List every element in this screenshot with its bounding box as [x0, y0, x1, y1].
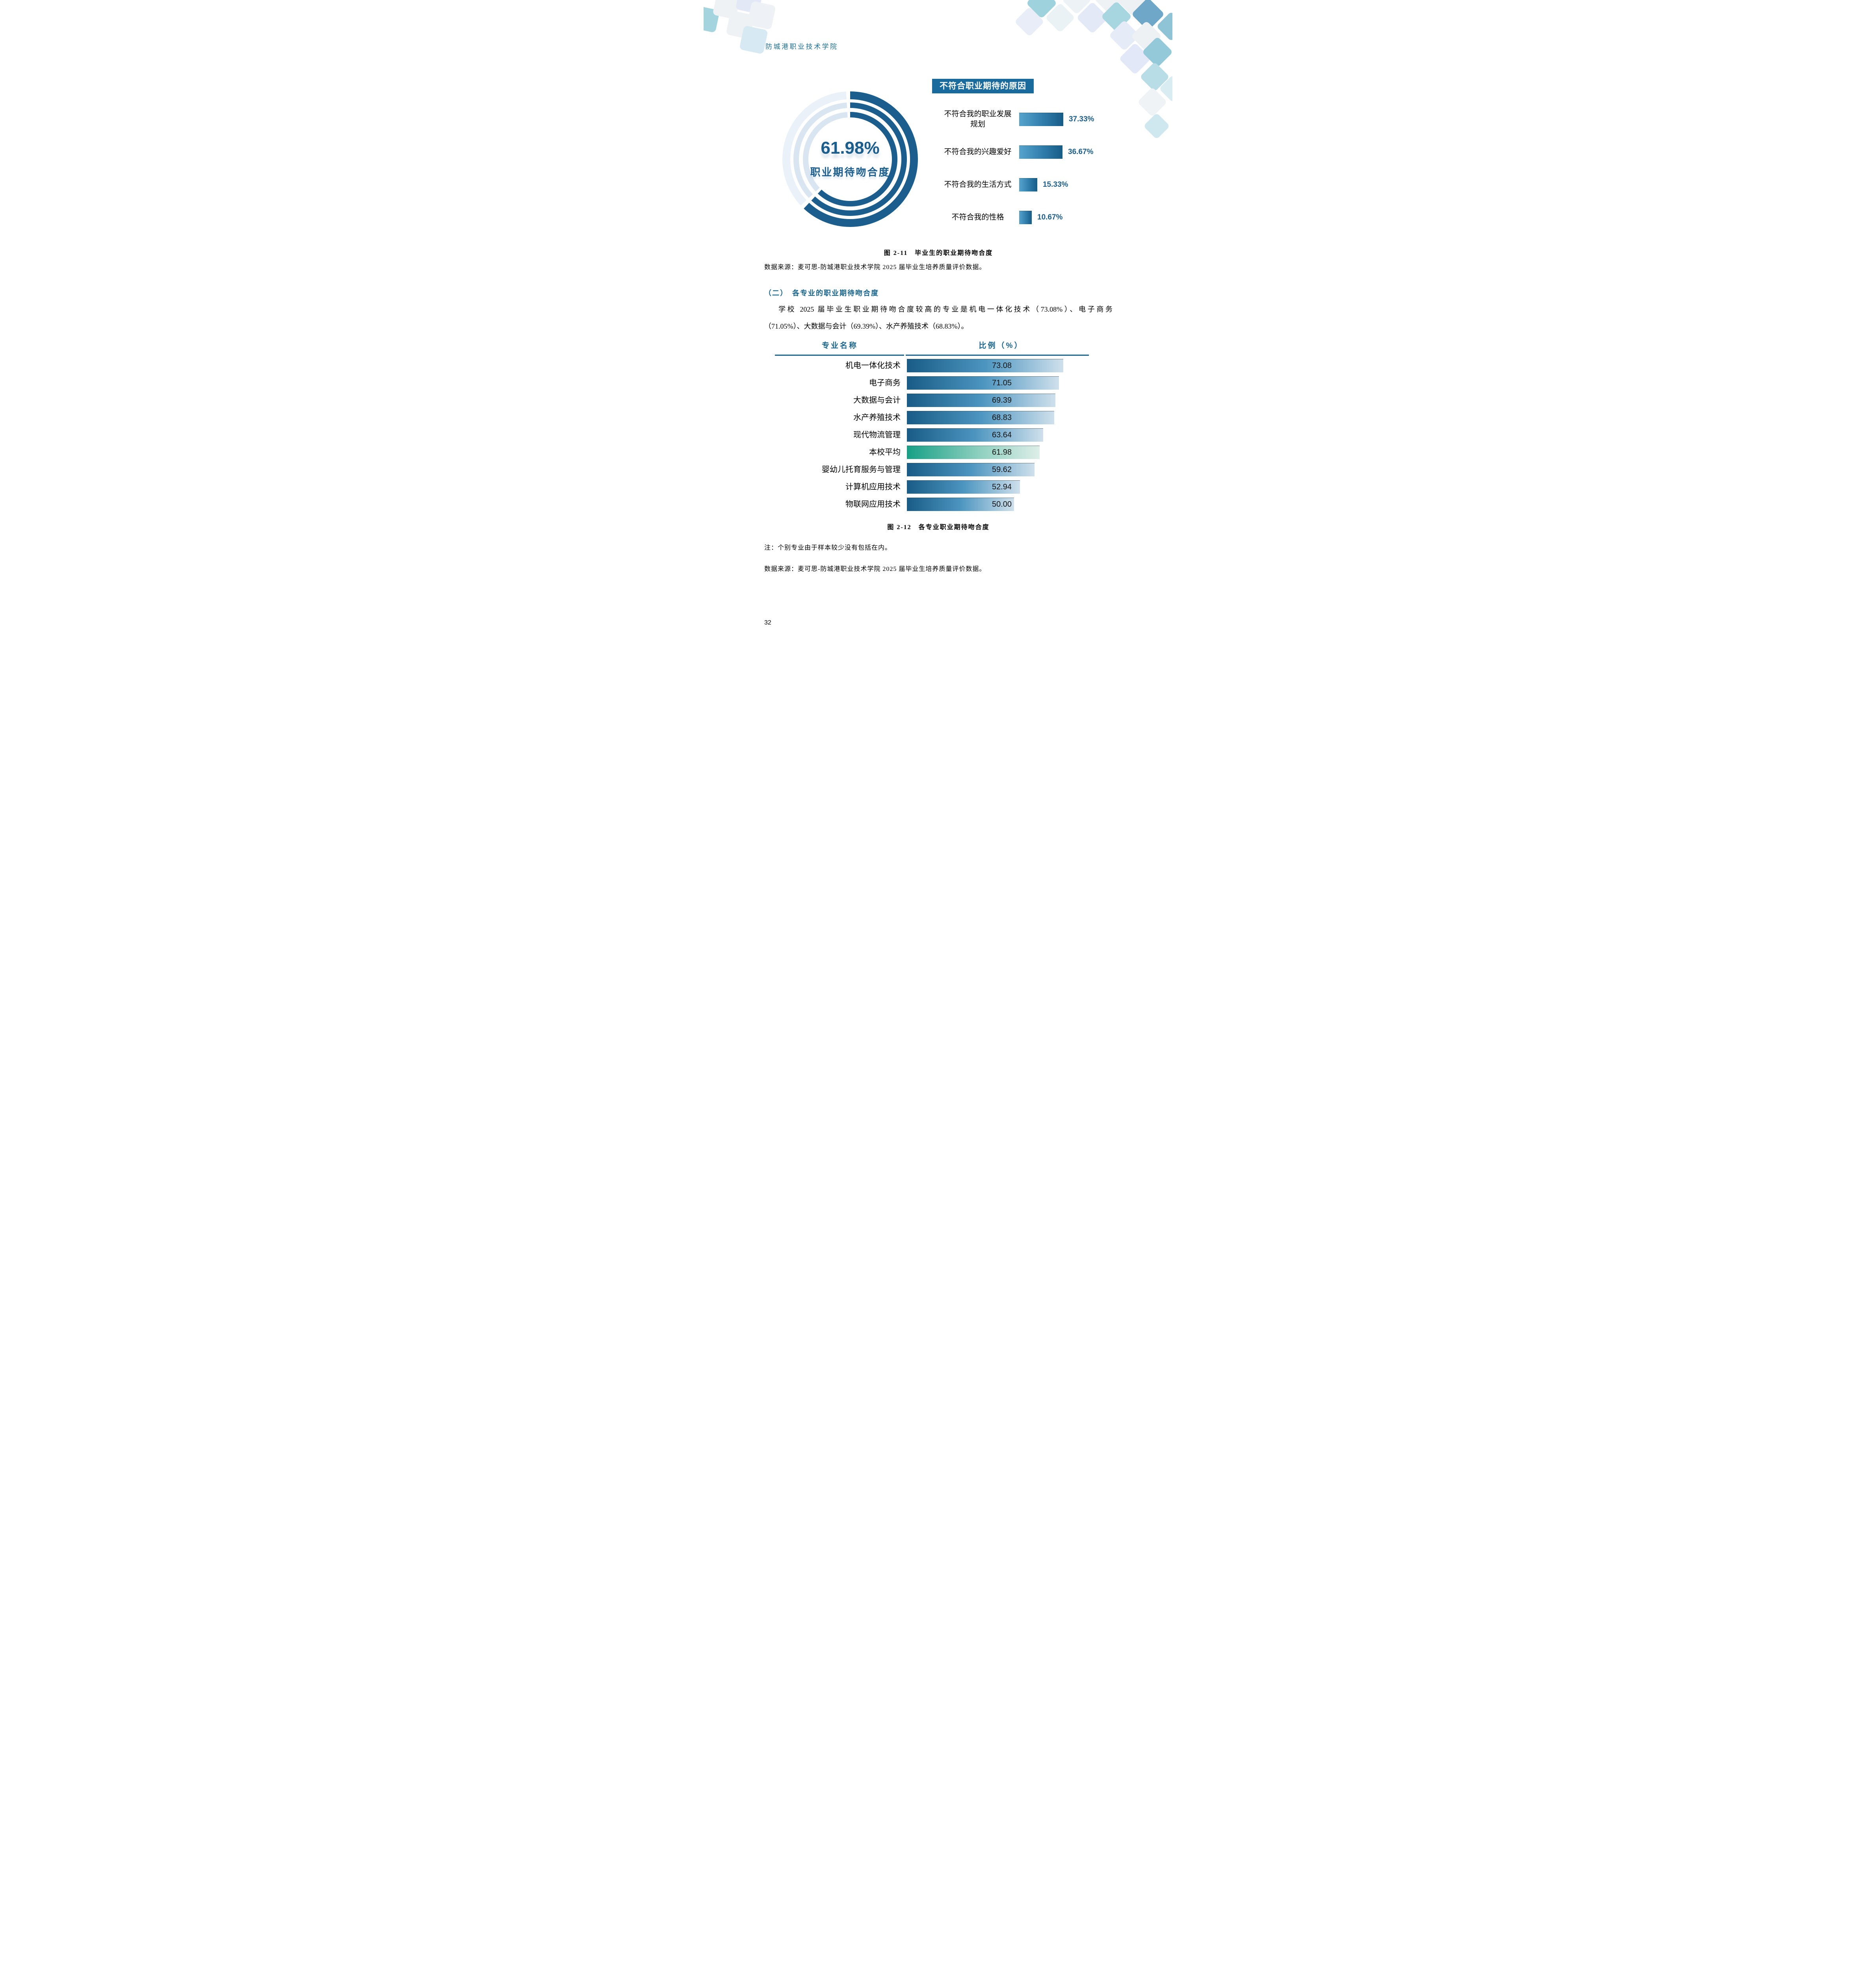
chart1-bar [1019, 145, 1062, 159]
chart1-bar [1019, 113, 1063, 126]
decor-tile [739, 25, 768, 54]
body-paragraph-line: 学校 2025 届毕业生职业期待吻合度较高的专业是机电一体化技术（73.08%）… [778, 305, 1113, 313]
chart2-row: 婴幼儿托育服务与管理 59.62 [764, 461, 1119, 478]
chart2-column-header-ratio: 比例（%） [979, 342, 1023, 350]
chart1-bar-label: 不符合我的兴趣爱好 [944, 148, 1012, 156]
chart1-row: 不符合我的兴趣爱好 36.67% [943, 139, 1168, 165]
chart1-row: 不符合我的生活方式 15.33% [943, 172, 1168, 197]
chart2-row: 水产养殖技术 68.83 [764, 409, 1119, 426]
chart2-bar [907, 376, 1059, 390]
chart2-row-label: 现代物流管理 [853, 431, 901, 439]
chart1-bar-value: 36.67% [1068, 148, 1094, 156]
figure-2-12-source: 数据来源：麦可思-防城港职业技术学院 2025 届毕业生培养质量评价数据。 [764, 566, 986, 572]
chart2-row-value: 61.98 [992, 448, 1012, 457]
document-page: 防城港职业技术学院 61.98% 职业期待吻合度 不符合职业期待的原因 不符合我… [704, 0, 1172, 663]
chart2-bar [907, 480, 1020, 494]
page-header-school-name: 防城港职业技术学院 [765, 43, 838, 50]
chart2-bar [907, 394, 1055, 407]
chart1-bar-value: 10.67% [1037, 213, 1063, 221]
chart1-bar [1019, 211, 1032, 224]
chart2-row: 电子商务 71.05 [764, 374, 1119, 392]
chart2-bar [907, 359, 1063, 372]
chart2-row-label: 婴幼儿托育服务与管理 [822, 465, 901, 474]
chart1-bar-label: 不符合我的生活方式 [944, 180, 1012, 189]
chart2-bar [907, 498, 1014, 511]
chart2-row-label: 物联网应用技术 [845, 500, 901, 509]
chart2-header-rule-gap [904, 355, 906, 356]
chart1-title: 不符合职业期待的原因 [932, 79, 1034, 93]
donut-center-caption: 职业期待吻合度 [810, 167, 890, 178]
figure-2-11-caption: 图 2-11 毕业生的职业期待吻合度 [884, 250, 993, 256]
body-paragraph-line: （71.05%）、大数据与会计（69.39%）、水产养殖技术（68.83%）。 [764, 322, 968, 330]
chart2-row-label: 电子商务 [869, 379, 901, 387]
chart2-row-label: 大数据与会计 [853, 396, 901, 405]
figure-2-12-caption: 图 2-12 各专业职业期待吻合度 [887, 524, 990, 531]
chart2-row-value: 69.39 [992, 396, 1012, 405]
chart2-row-label: 机电一体化技术 [845, 361, 901, 370]
chart2-row: 机电一体化技术 73.08 [764, 357, 1119, 374]
chart2-row: 现代物流管理 63.64 [764, 426, 1119, 444]
chart1-bar-label: 不符合我的职业发展规划 [944, 110, 1012, 128]
page-number: 32 [764, 619, 771, 626]
chart2-row-value: 59.62 [992, 465, 1012, 474]
chart1-bar-label: 不符合我的性格 [951, 213, 1004, 222]
chart2-row-value: 63.64 [992, 431, 1012, 439]
chart2-row-value: 71.05 [992, 379, 1012, 387]
chart2-row-label: 水产养殖技术 [853, 413, 901, 422]
chart1-row: 不符合我的职业发展规划 37.33% [943, 107, 1168, 132]
chart2-row: 大数据与会计 69.39 [764, 392, 1119, 409]
figure-2-12-note: 注：个别专业由于样本较少没有包括在内。 [764, 545, 892, 551]
chart2-row-school-average: 本校平均 61.98 [764, 444, 1119, 461]
donut-rings [782, 91, 918, 227]
chart2-bar [907, 428, 1043, 442]
section-heading: （二） 各专业的职业期待吻合度 [764, 289, 879, 297]
chart2-row: 计算机应用技术 52.94 [764, 478, 1119, 496]
chart2-header-rule [775, 355, 1089, 356]
chart1-bar-value: 15.33% [1042, 180, 1068, 189]
chart2-bar [907, 463, 1035, 476]
chart2-bar [907, 411, 1054, 424]
chart2-row-value: 52.94 [992, 483, 1012, 491]
chart1-bar-value: 37.33% [1068, 115, 1094, 123]
chart2-row-value: 50.00 [992, 500, 1012, 509]
figure-2-11-source: 数据来源：麦可思-防城港职业技术学院 2025 届毕业生培养质量评价数据。 [764, 264, 986, 271]
chart1-row: 不符合我的性格 10.67% [943, 205, 1168, 230]
chart2-row-value: 68.83 [992, 413, 1012, 422]
chart2-row-label: 计算机应用技术 [845, 483, 901, 491]
chart2-bar-highlight [907, 446, 1040, 459]
chart2-column-header-major: 专业名称 [821, 342, 858, 350]
donut-chart-career-expectation: 61.98% 职业期待吻合度 [781, 90, 919, 228]
chart2-row: 物联网应用技术 50.00 [764, 496, 1119, 513]
chart1-bar [1019, 178, 1037, 191]
donut-center-value: 61.98% [821, 138, 880, 158]
chart2-row-label: 本校平均 [869, 448, 901, 457]
chart2-row-value: 73.08 [992, 361, 1012, 370]
